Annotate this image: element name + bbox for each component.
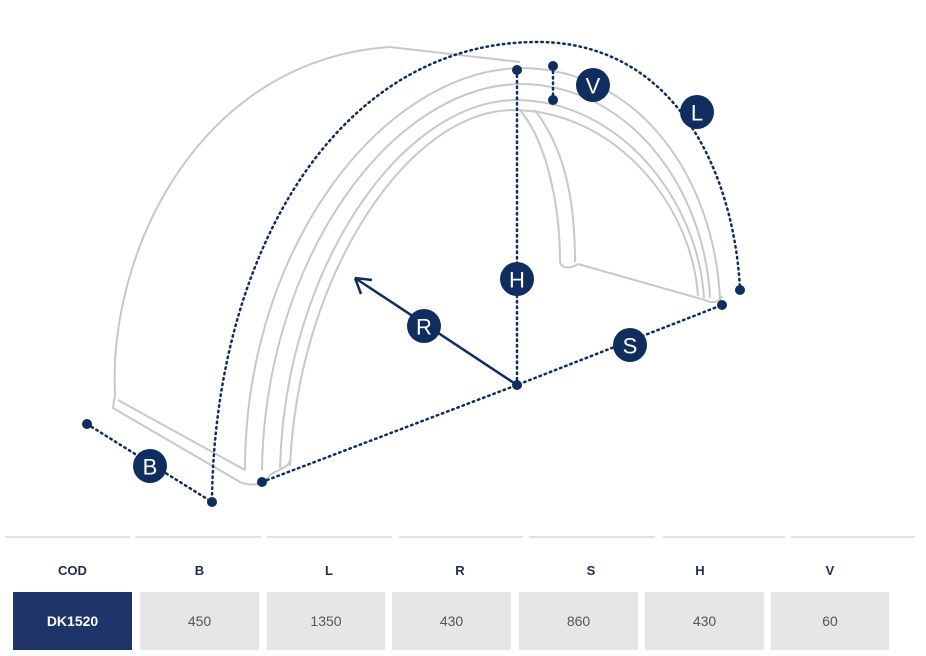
dimension-lines xyxy=(85,40,742,504)
header-b: B xyxy=(194,563,205,578)
cell-r: 430 xyxy=(392,592,511,650)
header-r: R xyxy=(455,563,465,578)
svg-text:S: S xyxy=(623,334,638,359)
divider xyxy=(529,536,655,538)
header-s: S xyxy=(586,563,596,578)
label-h: H xyxy=(500,262,534,296)
cell-cod: DK1520 xyxy=(13,592,132,650)
cell-l: 1350 xyxy=(267,592,385,650)
cell-v: 60 xyxy=(771,592,889,650)
header-v: V xyxy=(825,563,835,578)
header-cod: COD xyxy=(58,563,87,578)
fender-outline xyxy=(111,45,723,486)
label-b: B xyxy=(133,449,167,483)
label-r: R xyxy=(407,309,441,343)
divider xyxy=(791,536,915,538)
header-h: H xyxy=(695,563,705,578)
cell-h: 430 xyxy=(645,592,764,650)
svg-text:R: R xyxy=(416,315,432,340)
header-l: L xyxy=(325,563,333,578)
divider xyxy=(663,536,785,538)
label-l: L xyxy=(680,95,714,129)
svg-text:H: H xyxy=(509,268,525,293)
dimension-endpoints xyxy=(82,61,745,507)
divider xyxy=(399,536,523,538)
svg-text:L: L xyxy=(691,101,703,126)
divider xyxy=(135,536,261,538)
cell-s: 860 xyxy=(519,592,638,650)
cell-b: 450 xyxy=(140,592,259,650)
divider xyxy=(267,536,392,538)
svg-text:B: B xyxy=(143,455,158,480)
label-s: S xyxy=(613,328,647,362)
label-v: V xyxy=(576,68,610,102)
divider xyxy=(5,536,130,538)
svg-text:V: V xyxy=(586,74,601,99)
fender-dimension-diagram: V L H R S B xyxy=(82,40,745,507)
